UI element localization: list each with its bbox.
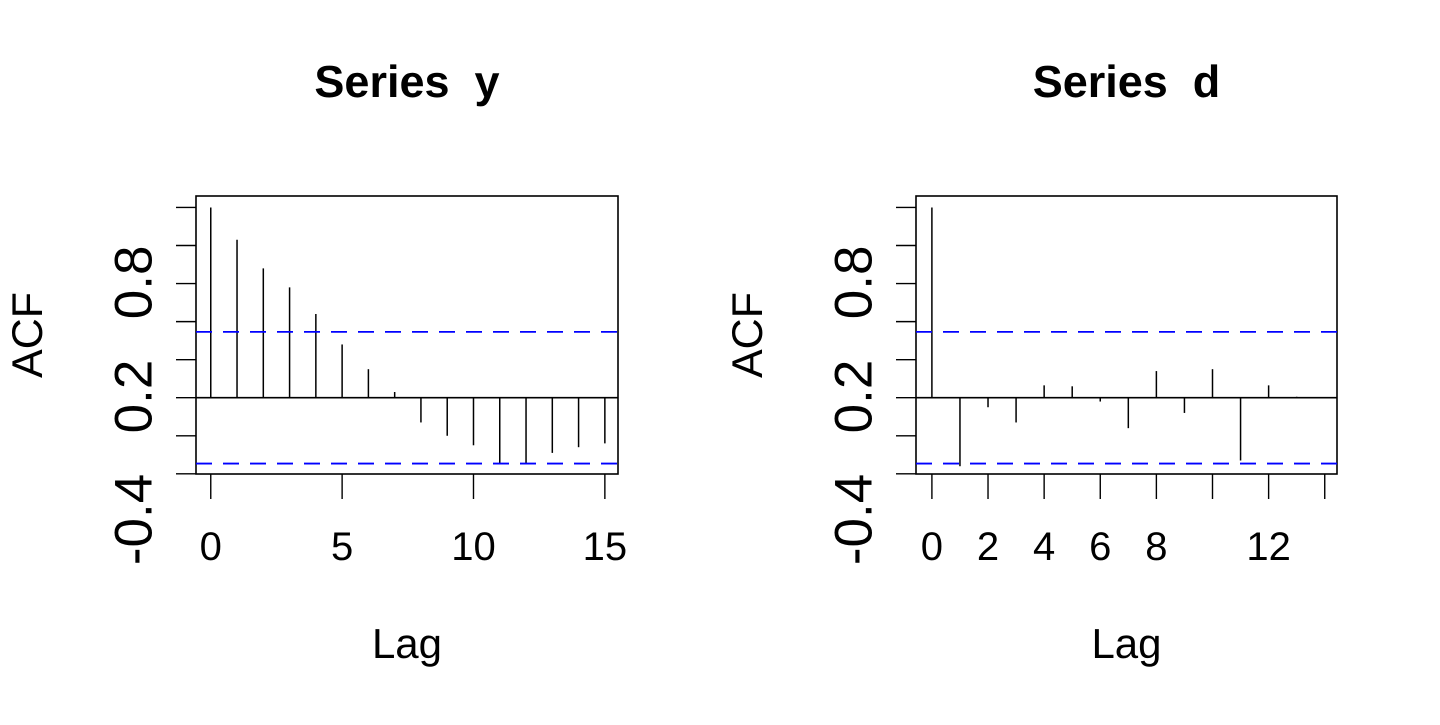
svg-text:ACF: ACF [4, 292, 52, 378]
svg-text:Series d: Series d [1033, 56, 1221, 107]
svg-text:ACF: ACF [724, 292, 772, 378]
svg-text:10: 10 [451, 525, 496, 569]
svg-text:6: 6 [1089, 525, 1111, 569]
svg-text:Series y: Series y [314, 56, 499, 107]
svg-text:0: 0 [921, 525, 943, 569]
svg-text:0: 0 [200, 525, 222, 569]
svg-text:-0.4: -0.4 [105, 474, 164, 565]
svg-text:8: 8 [1145, 525, 1167, 569]
svg-text:5: 5 [331, 525, 353, 569]
svg-text:15: 15 [583, 525, 628, 569]
svg-text:Lag: Lag [1091, 620, 1161, 667]
svg-text:0.8: 0.8 [825, 246, 884, 320]
svg-text:12: 12 [1246, 525, 1291, 569]
svg-text:-0.4: -0.4 [825, 474, 884, 565]
svg-text:0.2: 0.2 [105, 360, 164, 434]
svg-text:2: 2 [977, 525, 999, 569]
svg-text:4: 4 [1033, 525, 1055, 569]
svg-text:Lag: Lag [372, 620, 442, 667]
svg-text:0.2: 0.2 [825, 360, 884, 434]
svg-text:0.8: 0.8 [105, 246, 164, 320]
